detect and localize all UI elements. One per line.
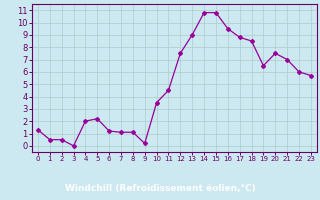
Text: Windchill (Refroidissement éolien,°C): Windchill (Refroidissement éolien,°C) — [65, 184, 255, 193]
